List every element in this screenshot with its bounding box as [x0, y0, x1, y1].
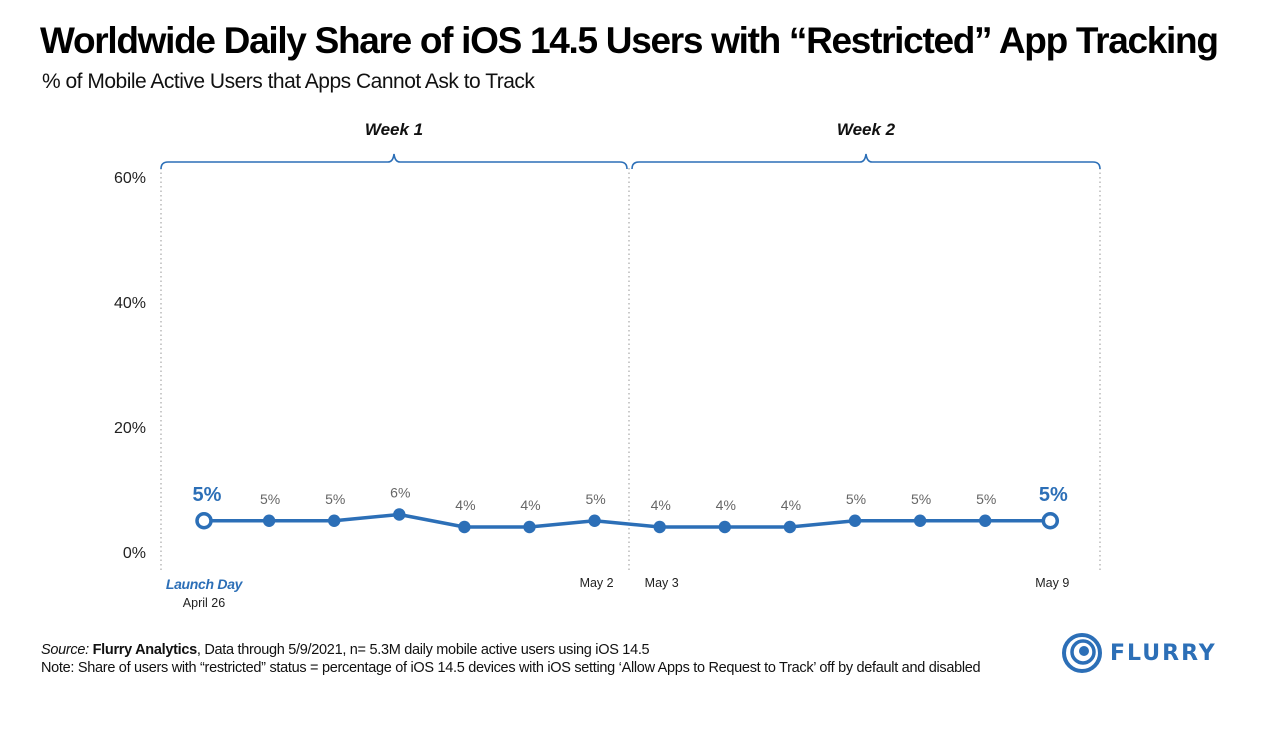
chart-footer: Source: Flurry Analytics, Data through 5…: [41, 641, 981, 677]
data-point: [458, 520, 471, 534]
data-label: 5%: [325, 491, 345, 507]
x-annotation-label: May 2: [580, 576, 614, 590]
data-point: [718, 520, 731, 534]
data-label: 5%: [846, 491, 866, 507]
week-label: Week 1: [365, 120, 423, 139]
data-label-highlight: 5%: [1039, 484, 1068, 506]
y-tick-label: 0%: [123, 545, 146, 562]
data-label: 4%: [716, 497, 736, 513]
source-name: Flurry Analytics: [92, 642, 198, 658]
data-point: [979, 514, 992, 527]
week-bracket: [631, 153, 1101, 170]
source-details: , Data through 5/9/2021, n= 5.3M daily m…: [196, 642, 650, 658]
x-annotation-sublabel: April 26: [183, 596, 225, 610]
data-point: [523, 520, 536, 534]
data-point: [913, 514, 927, 527]
y-tick-label: 60%: [114, 170, 146, 187]
series-line: [202, 512, 1053, 529]
data-point: [653, 520, 666, 534]
data-label: 4%: [520, 497, 540, 513]
y-tick-label: 20%: [114, 420, 146, 437]
data-label: 5%: [585, 491, 605, 507]
flurry-swirl-icon: [1062, 633, 1102, 673]
week-label: Week 2: [837, 120, 896, 139]
y-tick-label: 40%: [114, 295, 146, 312]
x-annotation-label: Launch Day: [166, 576, 244, 592]
data-point: [393, 508, 406, 521]
data-point: [783, 520, 797, 534]
data-point-highlight: [195, 512, 213, 530]
chart-subtitle: % of Mobile Active Users that Apps Canno…: [42, 70, 535, 93]
note-line: Note: Share of users with “restricted” s…: [41, 660, 981, 676]
logo-text: FLURRY: [1110, 640, 1217, 666]
line-chart: 0% 20% 40% 60% Week 1 Week 2 5% 5% 5% 6% 4% 4% 5% 4% 4…: [114, 120, 1101, 610]
source-prefix: Source:: [41, 642, 89, 658]
week-bracket: [160, 153, 628, 170]
flurry-logo: FLURRY: [1062, 632, 1217, 674]
chart-title: Worldwide Daily Share of iOS 14.5 Users …: [40, 20, 1219, 61]
x-annotation-label: May 3: [645, 576, 679, 590]
x-annotation-label: May 9: [1035, 576, 1069, 590]
data-label: 6%: [390, 485, 410, 501]
data-point: [328, 514, 341, 527]
data-label-highlight: 5%: [193, 484, 222, 506]
source-line: Source: Flurry Analytics, Data through 5…: [41, 641, 980, 659]
data-label: 4%: [651, 497, 671, 513]
data-label: 4%: [455, 497, 475, 513]
data-point: [848, 514, 862, 527]
data-label: 4%: [781, 497, 801, 513]
data-point: [588, 514, 601, 527]
data-point-highlight: [1041, 512, 1060, 530]
data-label: 5%: [260, 491, 280, 507]
data-point: [262, 514, 276, 527]
data-label: 5%: [976, 491, 996, 507]
data-label: 5%: [911, 491, 931, 507]
